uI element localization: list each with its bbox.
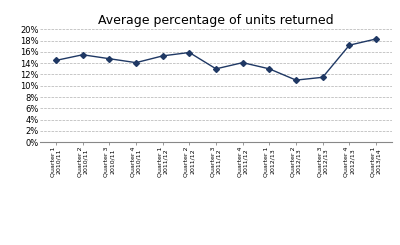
- Title: Average percentage of units returned: Average percentage of units returned: [98, 14, 334, 27]
